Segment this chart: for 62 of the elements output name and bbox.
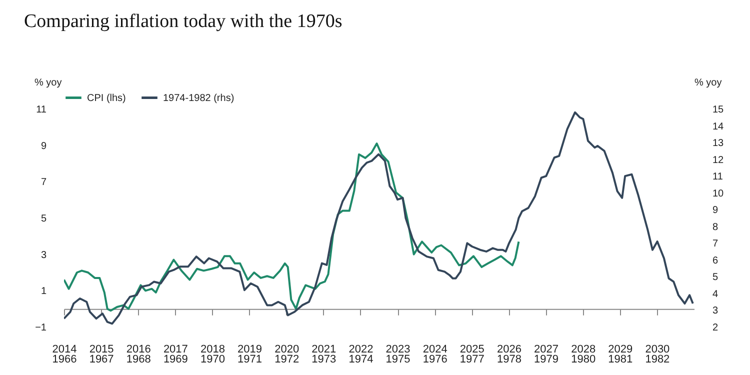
y2-tick-label: 10 (712, 188, 724, 200)
x2-tick-label: 1978 (496, 354, 522, 366)
y2-tick-label: 4 (712, 288, 718, 300)
x2-tick-label: 1970 (200, 354, 225, 366)
y2-axis-title: % yoy (694, 78, 722, 88)
x-tick-label: 2020 (274, 344, 300, 356)
x2-tick-label: 1974 (348, 354, 374, 366)
x2-tick-label: 1967 (89, 354, 114, 366)
y2-tick-label: 12 (712, 154, 724, 166)
x2-tick-label: 1976 (422, 354, 448, 366)
y2-tick-label: 13 (712, 138, 724, 150)
x2-tick-label: 1972 (274, 354, 300, 366)
x2-tick-label: 1968 (126, 354, 151, 366)
x2-tick-label: 1973 (312, 354, 336, 366)
y2-tick-label: 11 (712, 172, 724, 183)
x2-tick-label: 1981 (608, 354, 633, 366)
y-tick-label: 3 (40, 250, 47, 261)
line-series (64, 142, 520, 312)
y-tick-label: 1 (40, 286, 47, 298)
x-tick-label: 2014 (52, 344, 77, 356)
x-tick-label: 2027 (534, 344, 559, 356)
y-tick-label: 11 (36, 104, 47, 116)
x-tick-label: 2029 (608, 344, 633, 356)
y2-tick-label: 7 (712, 238, 718, 250)
y-tick-label: −1 (35, 322, 47, 334)
y2-tick-label: 2 (712, 322, 718, 334)
x-tick-label: 2021 (312, 344, 336, 356)
y2-tick-label: 9 (712, 205, 718, 216)
line-series (64, 111, 694, 325)
x-tick-label: 2024 (422, 344, 448, 356)
legend-label: CPI (lhs) (87, 92, 126, 104)
x2-tick-label: 1982 (645, 354, 670, 366)
x2-tick-label: 1979 (534, 354, 559, 366)
y2-tick-label: 14 (712, 121, 724, 132)
x-tick-label: 2023 (386, 344, 410, 356)
x-tick-label: 2022 (348, 344, 374, 356)
x-tick-label: 2017 (163, 344, 188, 356)
x2-tick-label: 1975 (386, 354, 410, 366)
legend-label: 1974-1982 (rhs) (163, 92, 234, 104)
y-tick-label: 7 (40, 177, 47, 188)
y2-tick-label: 15 (712, 104, 724, 116)
y-axis-title: % yoy (34, 78, 62, 88)
x-tick-label: 2018 (200, 344, 225, 356)
y2-tick-label: 3 (712, 306, 718, 317)
x-tick-label: 2030 (645, 344, 670, 356)
x-tick-label: 2028 (571, 344, 596, 356)
x-tick-label: 2015 (89, 344, 114, 356)
x2-tick-label: 1969 (163, 354, 188, 366)
y2-tick-label: 6 (712, 255, 718, 266)
x-tick-label: 2026 (496, 344, 522, 356)
chart-title: Comparing inflation today with the 1970s (24, 11, 342, 32)
y-tick-label: 5 (40, 214, 47, 224)
x-tick-label: 2025 (460, 344, 484, 356)
x2-tick-label: 1977 (460, 354, 484, 366)
y2-tick-label: 5 (712, 272, 718, 284)
x2-tick-label: 1980 (571, 354, 596, 366)
x2-tick-label: 1971 (238, 354, 262, 366)
y-tick-label: 9 (40, 140, 47, 152)
y2-tick-label: 8 (712, 222, 718, 233)
x-tick-label: 2016 (126, 344, 151, 356)
x2-tick-label: 1966 (52, 354, 77, 366)
x-tick-label: 2019 (238, 344, 262, 356)
